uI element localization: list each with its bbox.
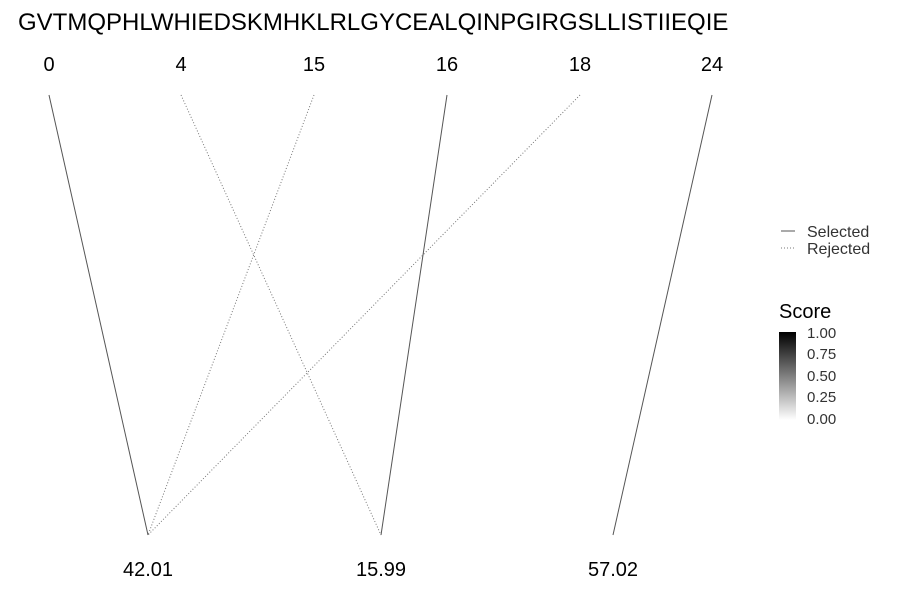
edges-layer xyxy=(48,94,713,536)
bottom-node-label: 42.01 xyxy=(123,559,173,581)
top-node-label: 4 xyxy=(175,54,186,76)
score-tick-label: 0.00 xyxy=(807,411,836,428)
top-node-label: 18 xyxy=(569,54,591,76)
score-legend: Score 1.00 0.75 0.50 0.25 0.00 xyxy=(779,301,836,428)
top-node-label: 0 xyxy=(43,54,54,76)
line-type-legend: Selected Rejected xyxy=(781,224,870,258)
score-tick-label: 0.25 xyxy=(807,389,836,406)
top-node-labels: 0 4 15 16 18 24 xyxy=(43,54,723,76)
selected-edge xyxy=(612,94,713,536)
bottom-node-label: 15.99 xyxy=(356,559,406,581)
legend-selected-label: Selected xyxy=(807,224,869,241)
bottom-node-label: 57.02 xyxy=(588,559,638,581)
rejected-edge xyxy=(180,94,382,536)
legend-rejected-label: Rejected xyxy=(807,241,870,258)
sequence-title: GVTMQPHLWHIEDSKMHKLRLGYCEALQINPGIRGSLLIS… xyxy=(18,9,728,36)
rejected-edge xyxy=(147,94,315,536)
selected-edge xyxy=(48,94,149,536)
score-legend-title: Score xyxy=(779,301,831,323)
bottom-node-labels: 42.01 15.99 57.02 xyxy=(123,559,638,581)
score-ticks: 1.00 0.75 0.50 0.25 0.00 xyxy=(807,325,836,428)
top-node-label: 24 xyxy=(701,54,723,76)
score-tick-label: 1.00 xyxy=(807,325,836,342)
top-node-label: 15 xyxy=(303,54,325,76)
rejected-edge xyxy=(147,94,581,536)
selected-edge xyxy=(380,94,448,536)
top-node-label: 16 xyxy=(436,54,458,76)
score-tick-label: 0.75 xyxy=(807,346,836,363)
score-colorbar xyxy=(779,332,796,420)
score-tick-label: 0.50 xyxy=(807,368,836,385)
